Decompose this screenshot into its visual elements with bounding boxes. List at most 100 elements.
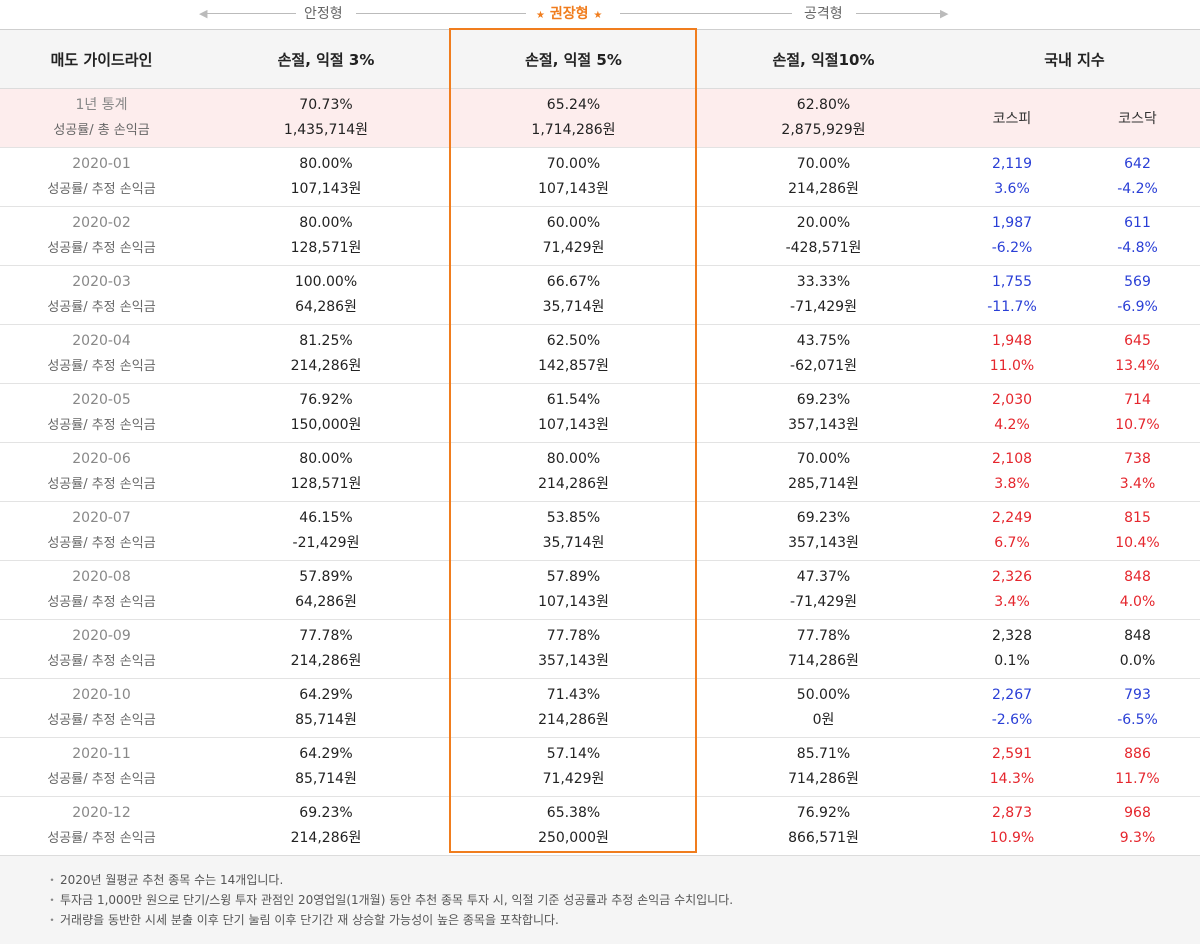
kosdaq-cell: 738 3.4% xyxy=(1075,442,1200,502)
kosdaq-value: 611 xyxy=(1124,215,1151,231)
kospi-cell: 1,755 -11.7% xyxy=(949,265,1075,325)
pct3-cell: 100.00% 64,286원 xyxy=(203,265,449,325)
period-cell: 2020-10 성공률/ 추정 손익금 xyxy=(0,678,203,738)
row-sublabel: 성공률/ 추정 손익금 xyxy=(47,772,156,787)
pct5-rate: 57.14% xyxy=(546,746,601,762)
pct5-rate: 70.00% xyxy=(546,156,601,172)
period-label: 2020-10 xyxy=(72,687,131,703)
pct3-amount: 107,143원 xyxy=(290,181,362,197)
header-3pct: 손절, 익절 3% xyxy=(203,29,449,89)
kosdaq-change: 10.4% xyxy=(1115,535,1160,551)
kosdaq-cell: 886 11.7% xyxy=(1075,737,1200,797)
recommended-label: ★ 권장형 ★ xyxy=(532,3,607,23)
kospi-change: 4.2% xyxy=(994,417,1030,433)
period-cell: 2020-11 성공률/ 추정 손익금 xyxy=(0,737,203,797)
table-row: 2020-05 성공률/ 추정 손익금 76.92% 150,000원 61.54% 10… xyxy=(0,383,1200,443)
kosdaq-change: -6.5% xyxy=(1117,712,1158,728)
kosdaq-label: 코스닥 xyxy=(1118,111,1157,127)
kosdaq-value: 714 xyxy=(1124,392,1151,408)
table-row: 2020-09 성공률/ 추정 손익금 77.78% 214,286원 77.78% 35… xyxy=(0,619,1200,679)
pct10-rate: 85.71% xyxy=(796,746,851,762)
kosdaq-value: 645 xyxy=(1124,333,1151,349)
kosdaq-change: -4.2% xyxy=(1117,181,1158,197)
pct10-cell: 50.00% 0원 xyxy=(698,678,949,738)
table-row: 2020-12 성공률/ 추정 손익금 69.23% 214,286원 65.38% 25… xyxy=(0,796,1200,856)
pct5-cell: 66.67% 35,714원 xyxy=(449,265,698,325)
pct5-rate: 66.67% xyxy=(546,274,601,290)
notes-panel: 2020년 월평균 추천 종목 수는 14개입니다. 투자금 1,000만 원으… xyxy=(0,855,1200,944)
period-label: 2020-09 xyxy=(72,628,131,644)
pct3-rate: 80.00% xyxy=(299,451,353,467)
scale-line-left xyxy=(206,13,296,14)
pct5-rate: 77.78% xyxy=(546,628,601,644)
summary-5pct-cell: 65.24% 1,714,286원 xyxy=(449,88,698,148)
kospi-cell: 2,108 3.8% xyxy=(949,442,1075,502)
pct5-amount: 35,714원 xyxy=(542,299,605,315)
kosdaq-change: 4.0% xyxy=(1119,594,1156,610)
kospi-cell: 2,249 6.7% xyxy=(949,501,1075,561)
pct5-amount: 250,000원 xyxy=(538,830,609,846)
kospi-value: 2,030 xyxy=(991,392,1033,408)
pct10-cell: 70.00% 285,714원 xyxy=(698,442,949,502)
pct3-rate: 64.29% xyxy=(299,746,353,762)
pct10-rate: 33.33% xyxy=(796,274,851,290)
kospi-value: 2,328 xyxy=(991,628,1033,644)
pct3-rate: 76.92% xyxy=(299,392,353,408)
pct10-rate: 20.00% xyxy=(796,215,851,231)
kosdaq-cell: 714 10.7% xyxy=(1075,383,1200,443)
pct3-rate: 77.78% xyxy=(299,628,353,644)
kosdaq-change: 3.4% xyxy=(1119,476,1156,492)
kosdaq-cell: 968 9.3% xyxy=(1075,796,1200,856)
kospi-change: 3.8% xyxy=(994,476,1030,492)
pct10-amount: -428,571원 xyxy=(785,240,862,256)
table-row: 2020-06 성공률/ 추정 손익금 80.00% 128,571원 80.00% 21… xyxy=(0,442,1200,502)
kosdaq-value: 642 xyxy=(1124,156,1151,172)
pct3-cell: 57.89% 64,286원 xyxy=(203,560,449,620)
pct10-cell: 20.00% -428,571원 xyxy=(698,206,949,266)
kospi-change: 14.3% xyxy=(989,771,1035,787)
header-guideline: 매도 가이드라인 xyxy=(0,29,203,89)
kospi-change: 11.0% xyxy=(989,358,1035,374)
pct10-cell: 47.37% -71,429원 xyxy=(698,560,949,620)
period-cell: 2020-04 성공률/ 추정 손익금 xyxy=(0,324,203,384)
pct5-rate: 65.38% xyxy=(546,805,601,821)
kospi-change: -11.7% xyxy=(987,299,1037,315)
summary-3pct-rate: 70.73% xyxy=(299,97,353,113)
kospi-value: 1,987 xyxy=(991,215,1033,231)
kospi-cell: 2,873 10.9% xyxy=(949,796,1075,856)
period-label: 2020-11 xyxy=(72,746,131,762)
period-cell: 2020-05 성공률/ 추정 손익금 xyxy=(0,383,203,443)
pct5-cell: 65.38% 250,000원 xyxy=(449,796,698,856)
arrow-right-icon: ▶ xyxy=(940,7,949,20)
pct5-amount: 142,857원 xyxy=(538,358,609,374)
pct10-amount: 357,143원 xyxy=(788,417,859,433)
summary-3pct-cell: 70.73% 1,435,714원 xyxy=(203,88,449,148)
pct3-rate: 64.29% xyxy=(299,687,353,703)
period-label: 2020-04 xyxy=(72,333,131,349)
pct3-cell: 64.29% 85,714원 xyxy=(203,737,449,797)
pct5-cell: 80.00% 214,286원 xyxy=(449,442,698,502)
period-cell: 2020-08 성공률/ 추정 손익금 xyxy=(0,560,203,620)
kospi-value: 2,326 xyxy=(991,569,1033,585)
pct3-rate: 57.89% xyxy=(299,569,353,585)
pct10-amount: -71,429원 xyxy=(790,299,857,315)
pct5-rate: 62.50% xyxy=(546,333,601,349)
pct3-rate: 80.00% xyxy=(299,156,353,172)
pct10-amount: 866,571원 xyxy=(788,830,859,846)
header-10pct: 손절, 익절10% xyxy=(698,29,949,89)
pct10-rate: 70.00% xyxy=(796,156,851,172)
kosdaq-change: -4.8% xyxy=(1117,240,1158,256)
recommended-text: 권장형 xyxy=(549,6,589,22)
pct10-rate: 69.23% xyxy=(796,392,851,408)
kosdaq-value: 848 xyxy=(1124,569,1151,585)
pct3-amount: 64,286원 xyxy=(295,594,357,610)
kosdaq-value: 848 xyxy=(1124,628,1151,644)
period-cell: 2020-09 성공률/ 추정 손익금 xyxy=(0,619,203,679)
kosdaq-value: 968 xyxy=(1124,805,1151,821)
period-label: 2020-07 xyxy=(72,510,131,526)
summary-10pct-cell: 62.80% 2,875,929원 xyxy=(698,88,949,148)
kosdaq-value: 886 xyxy=(1124,746,1151,762)
pct10-rate: 77.78% xyxy=(796,628,851,644)
pct3-amount: 214,286원 xyxy=(290,830,362,846)
kospi-value: 1,948 xyxy=(991,333,1033,349)
